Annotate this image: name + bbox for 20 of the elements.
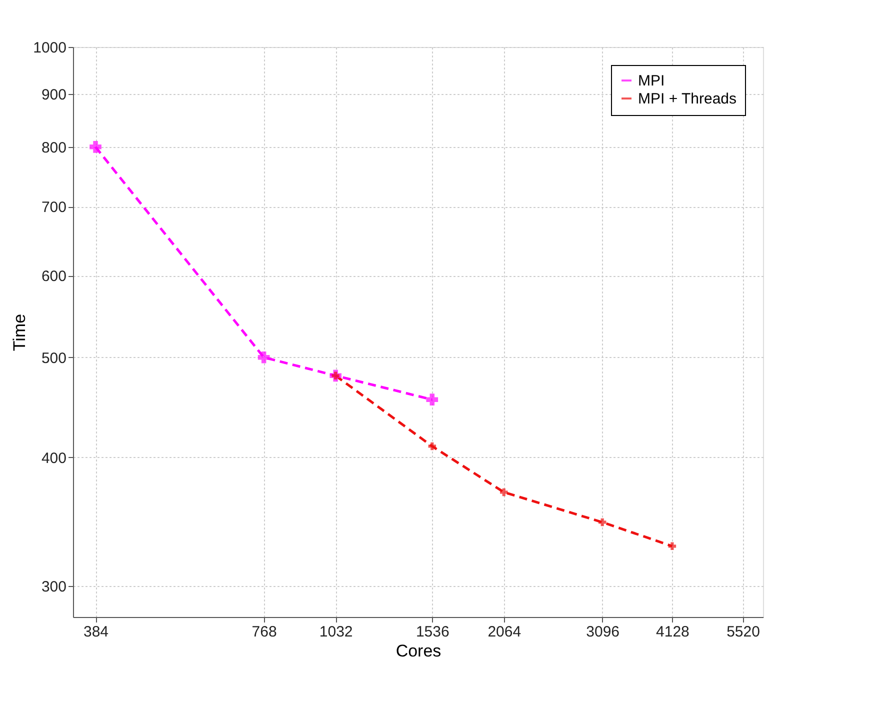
x-tick-label: 2064 bbox=[488, 624, 522, 640]
y-tick-label: 900 bbox=[41, 86, 66, 104]
y-axis-title: Time bbox=[10, 314, 30, 352]
x-tick-label: 4128 bbox=[656, 624, 690, 640]
x-tick-label: 768 bbox=[252, 624, 277, 640]
legend-label: MPI bbox=[638, 72, 665, 90]
y-tick-label: 300 bbox=[41, 578, 66, 596]
x-tick-label: 1536 bbox=[416, 624, 450, 640]
x-tick-label: 1032 bbox=[319, 624, 353, 640]
x-tick-label: 3096 bbox=[586, 624, 620, 640]
legend-label: MPI + Threads bbox=[638, 90, 737, 108]
y-tick-label: 600 bbox=[41, 268, 66, 286]
y-tick-label: 800 bbox=[41, 139, 66, 156]
y-tick-label: 500 bbox=[41, 350, 66, 367]
x-axis-title: Cores bbox=[396, 642, 442, 660]
y-tick-label: 400 bbox=[41, 450, 66, 467]
y-tick-label: 700 bbox=[41, 199, 66, 216]
x-tick-label: 5520 bbox=[726, 624, 760, 640]
x-tick-label: 384 bbox=[83, 624, 109, 640]
y-tick-label: 1000 bbox=[33, 40, 66, 56]
